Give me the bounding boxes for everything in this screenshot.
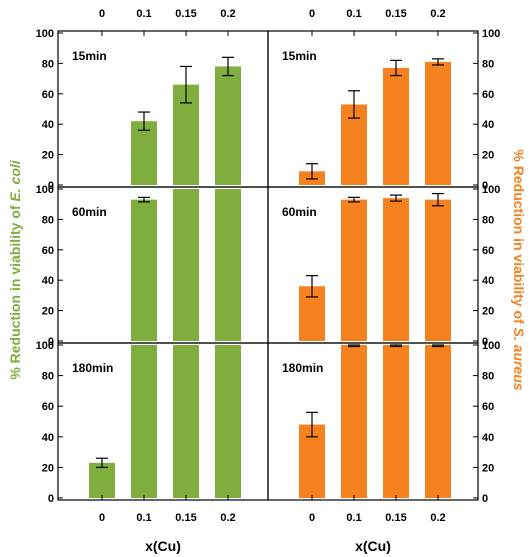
x-tick-label-top: 0.2	[430, 8, 445, 20]
y-tick-label: 80	[42, 214, 54, 226]
y-tick-label: 100	[36, 184, 54, 196]
y-tick-label: 20	[42, 150, 54, 162]
y-tick-label: 80	[42, 371, 54, 383]
y-tick-label: 20	[482, 150, 494, 162]
bar-60min-saureus-0.1	[341, 199, 367, 341]
x-tick-label-bottom: 0.15	[175, 512, 196, 524]
y-tick-label: 60	[482, 245, 494, 257]
y-tick-label: 20	[42, 306, 54, 318]
bar-60min-saureus-0.15	[383, 198, 409, 341]
y-tick-label: 0	[482, 493, 488, 505]
y-tick-label: 20	[482, 306, 494, 318]
y-tick-label: 60	[42, 245, 54, 257]
y-tick-label: 0	[482, 180, 488, 192]
panels-layer: 0 20 40 60 80 100 15min 0 20 40 60 80 100 15min 0 20 40 6…	[36, 8, 501, 524]
panel-label-15min: 15min	[72, 49, 107, 63]
y-axis-label-right-prefix: % Reduction in viability of	[511, 149, 527, 327]
y-tick-label: 80	[482, 58, 494, 70]
bar-180min-saureus-0.1	[341, 345, 367, 498]
x-tick-label-bottom: 0.2	[220, 512, 235, 524]
bar-180min-ecoli-0.2	[215, 345, 241, 498]
y-tick-label: 100	[482, 340, 500, 352]
x-tick-label-bottom: 0.1	[136, 512, 151, 524]
y-tick-label: 0	[482, 336, 488, 348]
panel-label-15min: 15min	[282, 49, 317, 63]
y-tick-label: 100	[482, 184, 500, 196]
bar-60min-ecoli-0.2	[215, 189, 241, 341]
y-tick-label: 100	[482, 28, 500, 40]
y-axis-label-left-prefix: % Reduction in viability of	[7, 202, 23, 380]
y-tick-label: 0	[48, 493, 54, 505]
bar-15min-ecoli-0.1	[131, 121, 157, 185]
x-tick-label-top: 0	[309, 8, 315, 20]
y-axis-label-right: % Reduction in viability of S. aureus	[511, 149, 527, 390]
y-tick-label: 40	[42, 275, 54, 287]
panel-label-60min: 60min	[282, 205, 317, 219]
x-tick-label-top: 0.1	[136, 8, 151, 20]
bar-180min-ecoli-0.1	[131, 345, 157, 498]
bar-60min-ecoli-0.15	[173, 189, 199, 341]
y-axis-label-left-organism: E. coli	[7, 159, 23, 201]
x-tick-label-top: 0.15	[385, 8, 406, 20]
y-tick-label: 100	[36, 28, 54, 40]
panel-label-180min: 180min	[72, 361, 113, 375]
x-tick-label-bottom: 0	[99, 512, 105, 524]
bar-180min-saureus-0.15	[383, 345, 409, 498]
bar-15min-saureus-0.2	[425, 61, 451, 185]
bar-180min-ecoli-0.15	[173, 345, 199, 498]
y-axis-label-right-organism: S. aureus	[511, 328, 527, 391]
y-tick-label: 60	[482, 401, 494, 413]
bar-60min-saureus-0.2	[425, 199, 451, 341]
bar-15min-saureus-0.15	[383, 67, 409, 185]
x-tick-label-bottom: 0.15	[385, 512, 406, 524]
y-tick-label: 0	[48, 180, 54, 192]
x-tick-label-top: 0	[99, 8, 105, 20]
x-tick-label-top: 0.15	[175, 8, 196, 20]
y-tick-label: 0	[48, 336, 54, 348]
y-tick-label: 40	[42, 432, 54, 444]
bar-180min-saureus-0.2	[425, 345, 451, 498]
y-tick-label: 60	[42, 89, 54, 101]
x-axis-label-right: x(Cu)	[355, 538, 391, 554]
x-tick-label-top: 0.2	[220, 8, 235, 20]
x-axis-label-left: x(Cu)	[145, 538, 181, 554]
panel-label-180min: 180min	[282, 361, 323, 375]
y-tick-label: 80	[482, 371, 494, 383]
y-tick-label: 60	[482, 89, 494, 101]
x-tick-label-bottom: 0.2	[430, 512, 445, 524]
x-tick-label-top: 0.1	[346, 8, 361, 20]
y-tick-label: 100	[36, 340, 54, 352]
panel-frame	[267, 342, 479, 501]
y-tick-label: 40	[482, 275, 494, 287]
bar-60min-ecoli-0.1	[131, 199, 157, 341]
y-tick-label: 40	[482, 119, 494, 131]
y-tick-label: 20	[482, 462, 494, 474]
bar-15min-ecoli-0.2	[215, 66, 241, 185]
y-tick-label: 20	[42, 462, 54, 474]
y-tick-label: 40	[42, 119, 54, 131]
y-axis-label-left: % Reduction in viability of E. coli	[7, 159, 23, 379]
y-tick-label: 80	[482, 214, 494, 226]
x-tick-label-bottom: 0.1	[346, 512, 361, 524]
y-tick-label: 80	[42, 58, 54, 70]
panel-label-60min: 60min	[72, 205, 107, 219]
x-tick-label-bottom: 0	[309, 512, 315, 524]
y-tick-label: 40	[482, 432, 494, 444]
bar-180min-ecoli-0	[89, 462, 115, 498]
y-tick-label: 60	[42, 401, 54, 413]
